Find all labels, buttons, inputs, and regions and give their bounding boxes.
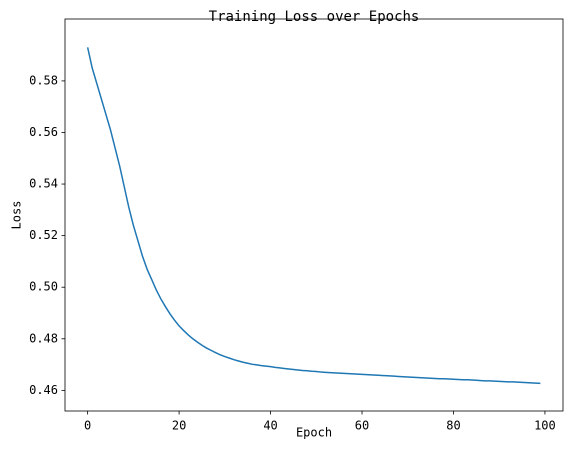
y-tick-label: 0.46 bbox=[29, 383, 58, 397]
chart-title: Training Loss over Epochs bbox=[209, 9, 420, 25]
y-tick-label: 0.54 bbox=[29, 177, 58, 191]
y-tick-label: 0.48 bbox=[29, 331, 58, 345]
y-tick-label: 0.52 bbox=[29, 228, 58, 242]
y-axis-label: Loss bbox=[10, 201, 24, 230]
plot-frame bbox=[64, 18, 564, 412]
x-axis-label: Epoch bbox=[296, 426, 332, 440]
y-tick-label: 0.56 bbox=[29, 125, 58, 139]
x-tick-label: 40 bbox=[263, 419, 277, 433]
x-tick-label: 80 bbox=[446, 419, 460, 433]
x-tick-label: 0 bbox=[84, 419, 91, 433]
loss-line bbox=[86, 47, 541, 385]
y-tick-label: 0.50 bbox=[29, 280, 58, 294]
x-tick-label: 100 bbox=[534, 419, 556, 433]
x-tick-label: 60 bbox=[355, 419, 369, 433]
y-tick-label: 0.58 bbox=[29, 73, 58, 87]
x-tick-label: 20 bbox=[172, 419, 186, 433]
